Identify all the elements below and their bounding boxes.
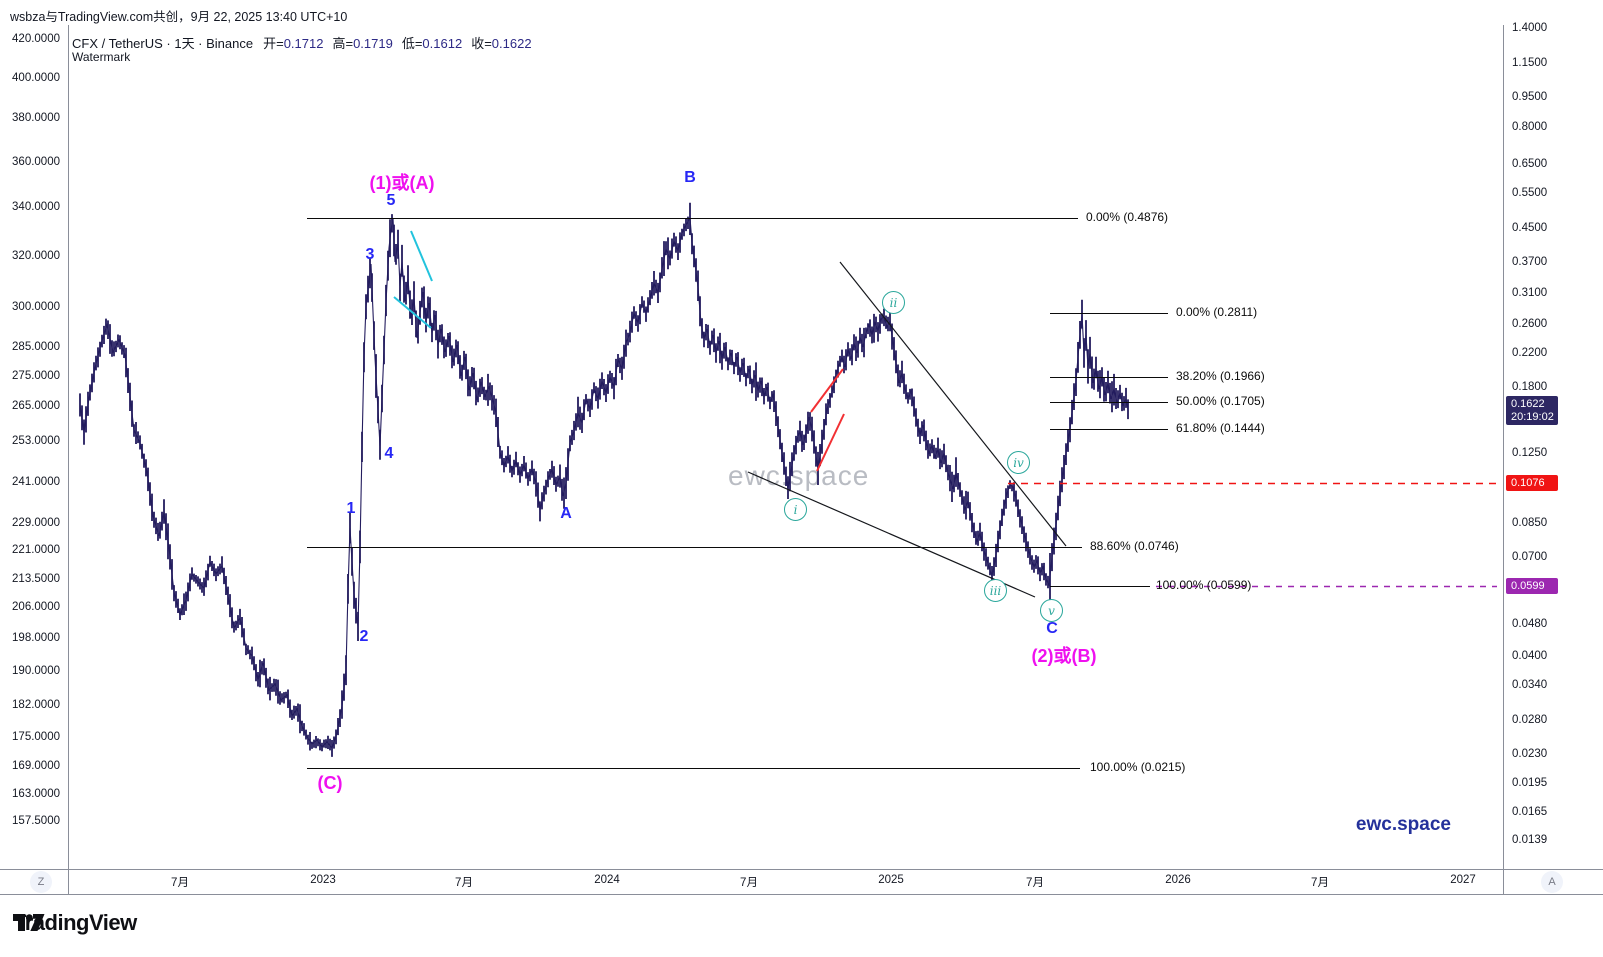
trendline[interactable] — [747, 471, 1036, 598]
chart-subtitle: Watermark — [72, 50, 131, 64]
right-axis-tick: 0.2200 — [1512, 347, 1548, 359]
trendline[interactable] — [816, 413, 845, 472]
right-axis-tick: 0.0700 — [1512, 551, 1548, 563]
ohlc-item: 高=0.1719 — [332, 36, 393, 51]
watermark-center: ewc.space — [728, 460, 870, 491]
time-axis-tick: 2024 — [594, 874, 620, 886]
right-axis-tick: 0.1800 — [1512, 381, 1548, 393]
left-axis-tick: 190.0000 — [12, 665, 60, 677]
right-axis-tick: 0.0850 — [1512, 517, 1548, 529]
right-price-axis[interactable]: 0.1622 20:19:02 0.1076 0.0599 1.4000 1.15… — [1503, 22, 1603, 869]
attribution-text: wsbza与TradingView.com共创，9月 22, 2025 13:4… — [10, 10, 348, 24]
right-axis-tick: 0.0165 — [1512, 806, 1548, 818]
left-axis-tick: 380.0000 — [12, 112, 60, 124]
time-axis-tick: 2025 — [878, 874, 904, 886]
right-axis-tick: 1.1500 — [1512, 57, 1548, 69]
trendline[interactable] — [410, 230, 433, 282]
left-axis-tick: 253.0000 — [12, 435, 60, 447]
right-axis-tick: 0.0480 — [1512, 618, 1548, 630]
right-axis-tick: 0.0280 — [1512, 714, 1548, 726]
last-price-value: 0.1622 — [1511, 397, 1545, 410]
trendline[interactable] — [393, 296, 432, 329]
last-price-badge[interactable]: 0.1622 20:19:02 — [1506, 396, 1558, 425]
right-axis-tick: 0.0340 — [1512, 679, 1548, 691]
time-axis[interactable]: Z A 7月 2023 7月 2024 7月 2025 7月 2026 7月 2027 — [0, 869, 1603, 895]
left-axis-tick: 420.0000 — [12, 33, 60, 45]
left-axis-tick: 213.5000 — [12, 573, 60, 585]
right-axis-tick: 0.8000 — [1512, 121, 1548, 133]
left-axis-tick: 169.0000 — [12, 760, 60, 772]
left-axis-tick: 175.0000 — [12, 731, 60, 743]
time-axis-tick: 7月 — [455, 877, 473, 889]
left-axis-tick: 206.0000 — [12, 601, 60, 613]
left-axis-tick: 320.0000 — [12, 250, 60, 262]
bar-countdown: 20:19:02 — [1511, 410, 1554, 423]
left-axis-tick: 400.0000 — [12, 72, 60, 84]
left-axis-tick: 157.5000 — [12, 815, 60, 827]
trendline[interactable] — [839, 261, 1067, 547]
price-series-bars — [79, 202, 1129, 757]
right-axis-tick: 0.5500 — [1512, 187, 1548, 199]
ohlc-item: 收=0.1622 — [471, 36, 532, 51]
right-axis-tick: 0.6500 — [1512, 158, 1548, 170]
right-axis-tick: 0.4500 — [1512, 222, 1548, 234]
right-axis-tick: 0.0230 — [1512, 748, 1548, 760]
right-axis-tick: 0.9500 — [1512, 91, 1548, 103]
left-axis-tick: 229.0000 — [12, 517, 60, 529]
time-axis-tick: 7月 — [1311, 877, 1329, 889]
time-axis-tick: 7月 — [171, 877, 189, 889]
purple-level-price-badge[interactable]: 0.0599 — [1506, 578, 1558, 594]
timezone-toggle-button[interactable]: Z — [30, 871, 52, 893]
left-axis-tick: 182.0000 — [12, 699, 60, 711]
tradingview-logo-icon — [13, 914, 45, 931]
red-level-price-badge[interactable]: 0.1076 — [1506, 475, 1558, 491]
right-axis-tick: 1.4000 — [1512, 22, 1548, 34]
symbol-title[interactable]: CFX / TetherUS · 1天 · Binance — [72, 36, 254, 51]
trendline[interactable] — [810, 368, 844, 413]
right-axis-tick: 0.3100 — [1512, 287, 1548, 299]
right-axis-tick: 0.0139 — [1512, 834, 1548, 846]
time-axis-tick: 2023 — [310, 874, 336, 886]
left-axis-tick: 340.0000 — [12, 201, 60, 213]
left-price-axis[interactable]: 420.0000 400.0000 380.0000 360.0000 340.0000… — [0, 25, 68, 869]
left-axis-tick: 265.0000 — [12, 400, 60, 412]
left-axis-tick: 198.0000 — [12, 632, 60, 644]
right-axis-tick: 0.0400 — [1512, 650, 1548, 662]
left-axis-tick: 221.0000 — [12, 544, 60, 556]
left-axis-tick: 300.0000 — [12, 301, 60, 313]
right-axis-tick: 0.3700 — [1512, 256, 1548, 268]
time-axis-tick: 7月 — [740, 877, 758, 889]
left-axis-tick: 285.0000 — [12, 341, 60, 353]
left-axis-tick: 360.0000 — [12, 156, 60, 168]
left-axis-tick: 241.0000 — [12, 476, 60, 488]
time-axis-tick: 2026 — [1165, 874, 1191, 886]
ohlc-values: 开=0.1712 高=0.1719 低=0.1612 收=0.1622 — [263, 36, 540, 51]
chart-legend[interactable]: CFX / TetherUS · 1天 · Binance 开=0.1712 高=0… — [72, 33, 541, 52]
auto-scale-toggle-button[interactable]: A — [1541, 871, 1563, 893]
left-axis-tick: 275.0000 — [12, 370, 60, 382]
watermark-corner: ewc.space — [1355, 814, 1451, 835]
price-series-line — [79, 216, 1129, 750]
left-axis-tick: 163.0000 — [12, 788, 60, 800]
tradingview-logo[interactable]: TradingView — [13, 910, 137, 936]
right-axis-tick: 0.2600 — [1512, 318, 1548, 330]
time-axis-tick: 7月 — [1026, 877, 1044, 889]
ohlc-item: 低=0.1612 — [401, 36, 463, 51]
right-axis-tick: 0.0195 — [1512, 777, 1548, 789]
ohlc-item: 开=0.1712 — [263, 36, 324, 51]
time-axis-tick: 2027 — [1450, 874, 1476, 886]
right-axis-tick: 0.1250 — [1512, 447, 1548, 459]
